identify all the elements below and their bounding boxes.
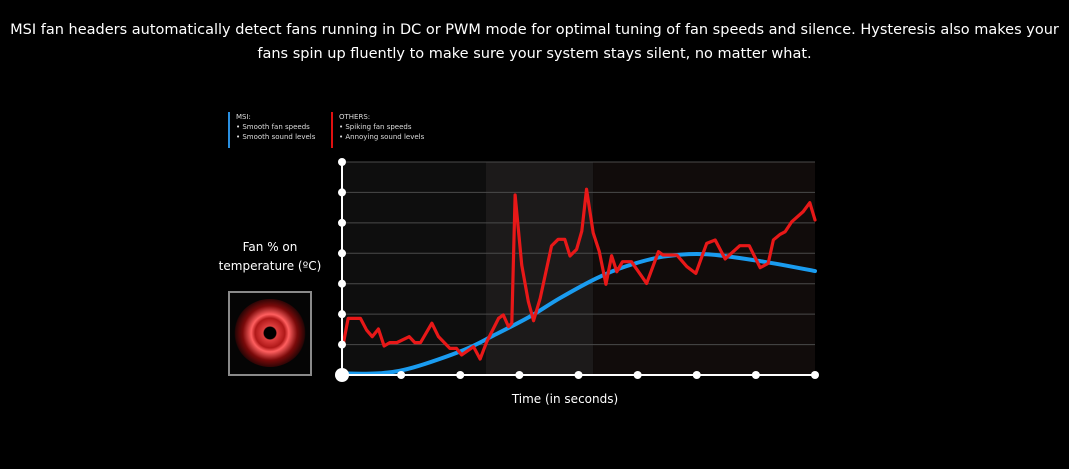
legend-msi: MSI: Smooth fan speeds Smooth sound leve… [228, 112, 315, 148]
legend-others-item: Spiking fan speeds [339, 122, 424, 132]
y-axis-label: Fan % on temperature (ºC) [215, 238, 325, 276]
legend-others-item: Annoying sound levels [339, 132, 424, 142]
y-tick-dot [338, 279, 346, 288]
y-tick-dot [338, 158, 346, 166]
y-axis-label-line-1: Fan % on [242, 240, 298, 254]
intro-text: MSI fan headers automatically detect fan… [0, 18, 1069, 66]
series-msi [340, 251, 817, 376]
y-axis-label-line-2: temperature (ºC) [218, 259, 322, 273]
y-tick-dot [338, 218, 346, 227]
plot-background-right [593, 162, 815, 375]
legend-msi-item: Smooth sound levels [236, 132, 315, 142]
y-tick-dot [338, 340, 346, 349]
x-tick-dot [811, 371, 819, 379]
legend-msi-item: Smooth fan speeds [236, 122, 315, 132]
y-tick-dot [338, 310, 346, 319]
legend-msi-title: MSI: [236, 113, 251, 121]
intro-line-2: fans spin up fluently to make sure your … [257, 46, 812, 62]
series-others [341, 187, 817, 361]
fan-image [228, 291, 312, 376]
x-tick-dot [397, 371, 406, 379]
legend-others-title: OTHERS: [339, 113, 371, 121]
x-tick-dot [751, 371, 760, 379]
fan-speed-chart [335, 158, 819, 382]
highlight-band [485, 162, 594, 375]
x-axis-label: Time (in seconds) [511, 392, 619, 406]
legend-others: OTHERS: Spiking fan speeds Annoying soun… [331, 112, 424, 148]
y-tick-dot [338, 188, 346, 197]
x-tick-dot [692, 371, 701, 379]
intro-line-1: MSI fan headers automatically detect fan… [10, 22, 1059, 38]
x-tick-dot [574, 371, 583, 379]
y-tick-dot [338, 249, 346, 258]
x-tick-dot [456, 371, 465, 379]
x-tick-dot [515, 371, 524, 379]
origin-dot [335, 368, 349, 382]
fan-icon [234, 299, 306, 367]
x-tick-dot [633, 371, 642, 379]
